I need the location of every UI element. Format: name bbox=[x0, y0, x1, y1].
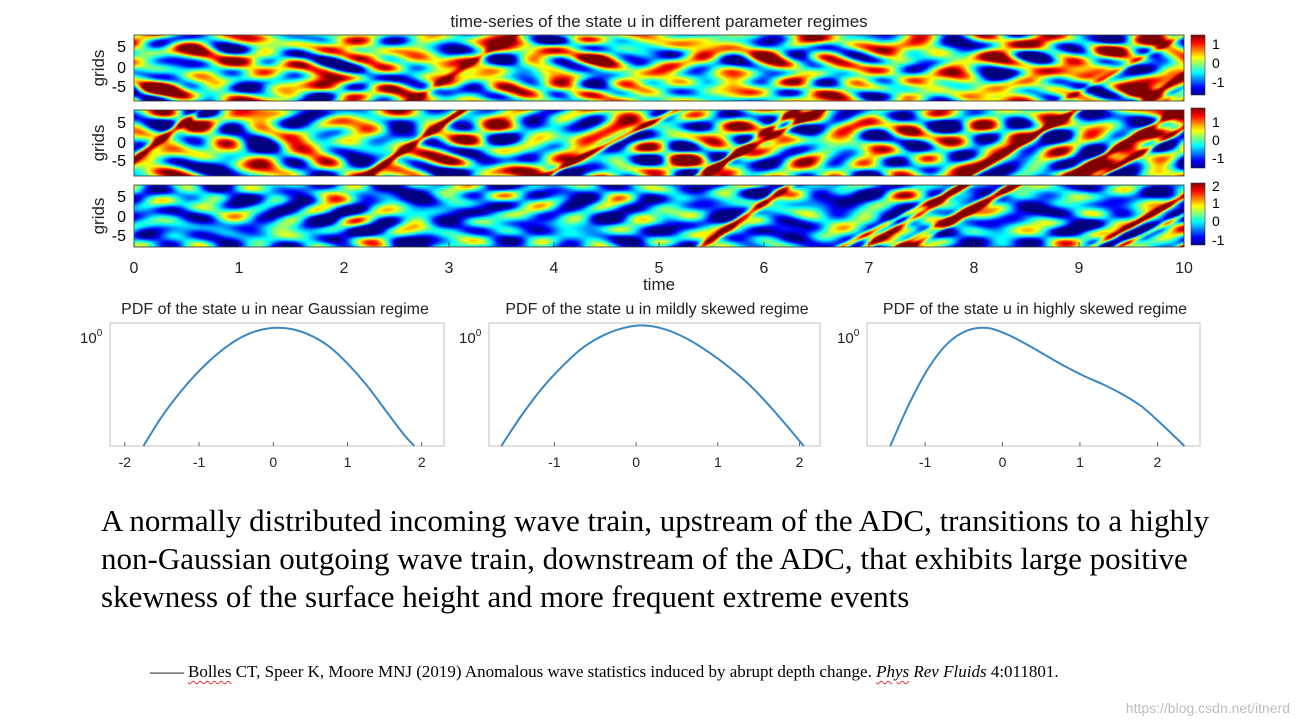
pdf-panel-mildly-skewed: PDF of the state u in mildly skewed regi… bbox=[459, 301, 821, 470]
pdf-xtick-label: -1 bbox=[548, 454, 561, 470]
pdf-axes-box bbox=[488, 322, 821, 447]
heatmap-panel-3: grids 5 0 -5 2 1 0 -1 bbox=[89, 178, 1225, 248]
time-tick-label: 8 bbox=[970, 260, 979, 277]
time-tick-label: 1 bbox=[235, 260, 244, 277]
pdf-xtick-label: -1 bbox=[193, 454, 206, 470]
pdf-xtick-label: 0 bbox=[632, 454, 640, 470]
pdf-panel-highly-skewed: PDF of the state u in highly skewed regi… bbox=[837, 301, 1201, 470]
y-tick-2-b: 0 bbox=[117, 135, 126, 152]
pdf-ytick-label: 100 bbox=[837, 328, 860, 347]
time-tick-label: 4 bbox=[550, 260, 559, 277]
y-tick-2-c: -5 bbox=[112, 153, 126, 170]
pdf-xtick-label: 2 bbox=[796, 454, 804, 470]
colorbar-3 bbox=[1190, 182, 1206, 246]
cbar-tick-1-b: 0 bbox=[1212, 55, 1220, 71]
y-tick-1-a: 5 bbox=[117, 39, 126, 56]
pdf-xtick-label: 1 bbox=[344, 454, 352, 470]
citation-journal-3: Fluids bbox=[943, 662, 987, 681]
heatmap-canvas-2 bbox=[134, 110, 1184, 176]
heatmap-title: time-series of the state u in different … bbox=[450, 12, 867, 31]
citation-ref: 4:011801. bbox=[986, 662, 1059, 681]
time-tick-label: 6 bbox=[760, 260, 769, 277]
pdf-xtick-label: 2 bbox=[1154, 454, 1162, 470]
pdf-title: PDF of the state u in mildly skewed regi… bbox=[505, 301, 808, 318]
pdf-xtick-label: 0 bbox=[269, 454, 277, 470]
y-tick-3-b: 0 bbox=[117, 209, 126, 226]
pdf-xtick-label: -1 bbox=[919, 454, 932, 470]
pdf-xtick-label: 1 bbox=[1076, 454, 1084, 470]
time-tick-label: 7 bbox=[865, 260, 874, 277]
pdf-axes-box bbox=[109, 322, 445, 447]
pdf-ytick-label: 100 bbox=[459, 328, 482, 347]
pdf-title: PDF of the state u in near Gaussian regi… bbox=[121, 301, 429, 318]
citation-authors-rest: CT, Speer K, Moore MNJ (2019) Anomalous … bbox=[231, 662, 877, 681]
heatmap-panel-2: grids 5 0 -5 1 0 -1 bbox=[89, 107, 1225, 177]
figure: time-series of the state u in different … bbox=[80, 12, 1225, 470]
cbar-tick-2-c: -1 bbox=[1212, 150, 1225, 166]
caption-text: A normally distributed incoming wave tra… bbox=[101, 503, 1210, 614]
heatmap-canvas-3 bbox=[134, 185, 1184, 247]
citation-dash: —— bbox=[150, 662, 184, 681]
time-tick-label: 0 bbox=[130, 260, 139, 277]
cbar-tick-2-b: 0 bbox=[1212, 132, 1220, 148]
citation-journal-2: Rev bbox=[909, 662, 944, 681]
pdf-curve bbox=[500, 324, 805, 447]
cbar-tick-3-a: 2 bbox=[1212, 178, 1220, 194]
cbar-tick-1-c: -1 bbox=[1212, 74, 1225, 90]
ylabel-grids-3: grids bbox=[89, 198, 108, 235]
y-tick-2-a: 5 bbox=[117, 115, 126, 132]
pdf-ytick-label: 100 bbox=[80, 328, 103, 347]
pdf-xtick-label: 2 bbox=[418, 454, 426, 470]
y-tick-3-a: 5 bbox=[117, 189, 126, 206]
time-tick-label: 10 bbox=[1175, 260, 1193, 277]
pdf-panel-near-gaussian: PDF of the state u in near Gaussian regi… bbox=[80, 301, 445, 470]
time-tick-label: 5 bbox=[655, 260, 664, 277]
time-xlabel: time bbox=[643, 275, 675, 294]
time-axis: 0 1 2 3 4 5 6 7 8 9 10 bbox=[130, 242, 1193, 277]
pdf-xtick-label: 0 bbox=[999, 454, 1007, 470]
ylabel-grids-2: grids bbox=[89, 125, 108, 162]
colorbar-2 bbox=[1190, 107, 1206, 169]
heatmap-canvas-1 bbox=[134, 35, 1184, 101]
citation-journal-1: Phys bbox=[876, 662, 910, 681]
cbar-tick-1-a: 1 bbox=[1212, 36, 1220, 52]
ylabel-grids-1: grids bbox=[89, 50, 108, 87]
cbar-tick-3-b: 1 bbox=[1212, 195, 1220, 211]
time-tick-label: 9 bbox=[1075, 260, 1084, 277]
colorbar-1 bbox=[1190, 34, 1206, 96]
citation-author: Bolles bbox=[188, 662, 232, 681]
pdf-curve bbox=[142, 326, 416, 447]
pdf-axes-box bbox=[866, 322, 1201, 447]
cbar-tick-3-c: 0 bbox=[1212, 213, 1220, 229]
cbar-tick-2-a: 1 bbox=[1212, 114, 1220, 130]
y-tick-1-c: -5 bbox=[112, 79, 126, 96]
pdf-xtick-label: -2 bbox=[119, 454, 132, 470]
heatmap-panel-1: grids 5 0 -5 1 0 -1 bbox=[89, 34, 1225, 102]
pdf-title: PDF of the state u in highly skewed regi… bbox=[883, 301, 1187, 318]
y-tick-1-b: 0 bbox=[117, 60, 126, 77]
pdf-curve bbox=[889, 326, 1186, 447]
y-tick-3-c: -5 bbox=[112, 228, 126, 245]
pdf-xtick-label: 1 bbox=[714, 454, 722, 470]
watermark: https://blog.csdn.net/itnerd bbox=[1125, 700, 1290, 716]
citation: —— Bolles CT, Speer K, Moore MNJ (2019) A… bbox=[150, 662, 1250, 682]
time-tick-label: 3 bbox=[445, 260, 454, 277]
time-tick-label: 2 bbox=[340, 260, 349, 277]
cbar-tick-3-d: -1 bbox=[1212, 232, 1225, 248]
